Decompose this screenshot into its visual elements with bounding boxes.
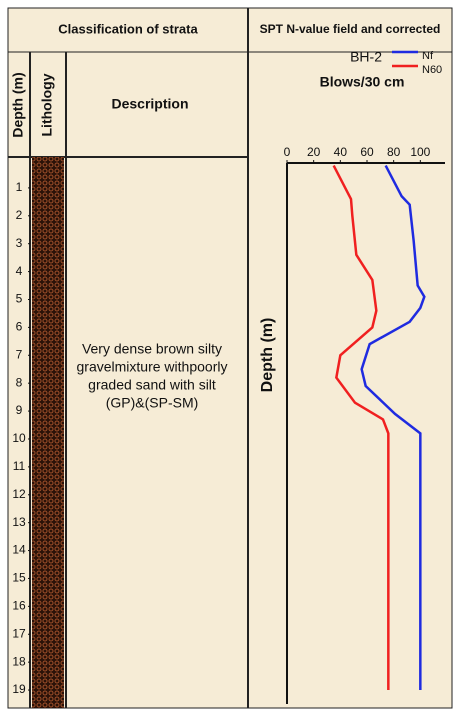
description-line: graded sand with silt (88, 377, 216, 393)
depth-label: 9 (16, 403, 23, 417)
frame (7, 7, 453, 709)
x-axis-label: Blows/30 cm (320, 74, 405, 90)
depth-label: 10 (12, 431, 26, 445)
depth-label: 6 (16, 320, 23, 334)
depth-header: Depth (m) (10, 72, 26, 137)
depth-label: 2 (16, 208, 23, 222)
depth-label: 19 (12, 682, 26, 696)
legend-label: Nf (422, 50, 434, 62)
depth-label: 11 (13, 459, 26, 473)
header-left: Classification of strata (58, 21, 198, 36)
lithology-header: Lithology (39, 73, 55, 136)
depth-label: 16 (12, 599, 26, 613)
n-value-line (332, 165, 390, 691)
depth-label: 7 (16, 347, 23, 361)
depth-label: 13 (12, 515, 26, 529)
depth-label: 15 (12, 571, 26, 585)
lithology-pattern (32, 157, 64, 708)
depth-label: 5 (16, 292, 23, 306)
depth-label: 18 (12, 654, 26, 668)
description-line: gravelmixture withpoorly (77, 359, 228, 375)
description-header: Description (111, 96, 188, 112)
depth-label: 14 (12, 543, 26, 557)
depth-label: 1 (16, 180, 23, 194)
x-tick-label: 100 (410, 145, 430, 159)
depth-label: 8 (16, 375, 23, 389)
x-tick-label: 20 (307, 145, 321, 159)
depth-label: 3 (16, 236, 23, 250)
legend-title: BH-2 (350, 49, 382, 65)
description-line: (GP)&(SP-SM) (106, 395, 199, 411)
depth-label: 12 (12, 487, 26, 501)
description-line: Very dense brown silty (82, 341, 222, 357)
n-value-line (360, 165, 426, 691)
header-right: SPT N-value field and corrected (260, 22, 441, 36)
legend-label: N60 (422, 64, 442, 76)
x-tick-label: 0 (284, 145, 291, 159)
depth-label: 4 (16, 264, 23, 278)
depth-label: 17 (12, 626, 26, 640)
y-axis-label: Depth (m) (259, 318, 276, 393)
x-tick-label: 80 (387, 145, 401, 159)
x-tick-label: 40 (334, 145, 348, 159)
x-tick-label: 60 (360, 145, 374, 159)
